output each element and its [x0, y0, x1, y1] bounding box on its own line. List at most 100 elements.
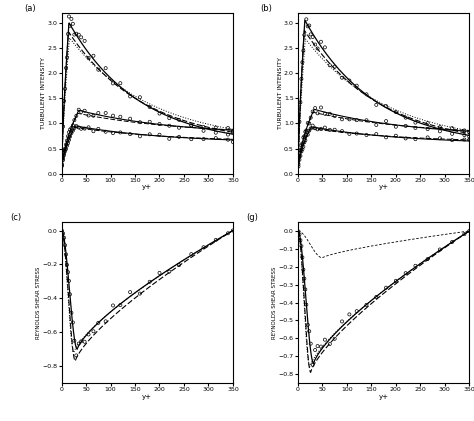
Point — [69, 20, 77, 27]
Point — [301, 133, 308, 140]
Point — [63, 142, 71, 149]
Point — [224, 136, 232, 143]
Text: (c): (c) — [10, 213, 21, 222]
Y-axis label: TURBULENT INTENSITY: TURBULENT INTENSITY — [41, 57, 46, 129]
Point — [448, 131, 456, 137]
Point — [146, 278, 154, 285]
Point — [305, 22, 313, 29]
Point — [353, 117, 361, 123]
Point — [373, 293, 380, 300]
Point — [71, 31, 78, 38]
Text: (b): (b) — [260, 4, 272, 13]
Point — [448, 137, 456, 144]
Point — [314, 110, 321, 117]
Point — [307, 114, 314, 121]
Point — [75, 124, 82, 131]
Point — [90, 112, 97, 119]
Point — [465, 228, 473, 234]
Point — [314, 343, 321, 349]
Point — [424, 126, 431, 133]
Point — [382, 118, 390, 125]
Point — [61, 148, 69, 155]
Point — [321, 44, 328, 51]
Point — [212, 135, 219, 141]
Point — [382, 284, 390, 291]
Point — [305, 127, 313, 134]
Point — [175, 262, 183, 269]
Point — [73, 30, 80, 37]
Point — [71, 117, 78, 123]
Point — [62, 141, 70, 148]
Point — [77, 338, 85, 345]
Point — [321, 110, 328, 117]
Point — [297, 99, 304, 106]
Point — [165, 123, 173, 129]
Point — [346, 116, 353, 123]
Point — [117, 113, 124, 120]
Point — [411, 136, 419, 143]
Point — [297, 237, 304, 244]
Point — [436, 246, 444, 253]
Point — [85, 55, 92, 61]
Point — [224, 131, 232, 138]
X-axis label: y+: y+ — [142, 184, 152, 190]
Point — [307, 340, 314, 347]
Point — [331, 63, 338, 70]
Point — [62, 251, 70, 258]
Point — [68, 309, 75, 316]
Point — [165, 268, 173, 275]
Point — [307, 31, 314, 38]
Point — [465, 133, 473, 140]
Point — [188, 122, 195, 129]
Point — [64, 133, 72, 140]
Point — [304, 120, 311, 126]
Point — [71, 337, 78, 344]
Point — [127, 131, 134, 138]
Point — [58, 161, 66, 168]
Point — [212, 129, 219, 136]
Point — [436, 124, 444, 131]
Point — [60, 234, 68, 241]
Point — [75, 31, 82, 38]
Y-axis label: REYNOLDS SHEAR STRESS: REYNOLDS SHEAR STRESS — [36, 266, 41, 339]
Point — [298, 76, 305, 83]
Point — [402, 135, 410, 142]
Point — [146, 104, 154, 110]
Point — [461, 127, 468, 134]
Point — [224, 230, 232, 237]
Point — [94, 109, 102, 116]
Point — [175, 133, 183, 140]
Point — [373, 101, 380, 108]
Point — [301, 139, 308, 146]
Point — [229, 127, 237, 134]
Point — [331, 336, 338, 342]
Point — [314, 45, 321, 52]
Point — [309, 362, 317, 368]
Point — [65, 129, 73, 136]
Point — [402, 270, 410, 277]
Point — [200, 128, 207, 134]
Point — [60, 149, 68, 156]
Point — [155, 269, 163, 276]
Point — [188, 122, 195, 129]
Point — [146, 118, 154, 125]
Point — [165, 136, 173, 142]
Point — [436, 135, 444, 141]
Point — [424, 134, 431, 141]
Point — [77, 109, 85, 115]
Point — [85, 112, 92, 119]
Point — [63, 54, 71, 61]
Point — [61, 145, 69, 152]
Point — [229, 139, 237, 145]
Point — [109, 302, 117, 309]
Point — [314, 126, 321, 133]
Point — [296, 118, 303, 125]
Point — [136, 290, 144, 297]
Point — [309, 34, 317, 40]
Point — [411, 119, 419, 126]
Point — [304, 23, 311, 30]
Point — [392, 277, 400, 284]
Point — [127, 115, 134, 122]
Point — [61, 85, 69, 92]
Point — [155, 110, 163, 117]
